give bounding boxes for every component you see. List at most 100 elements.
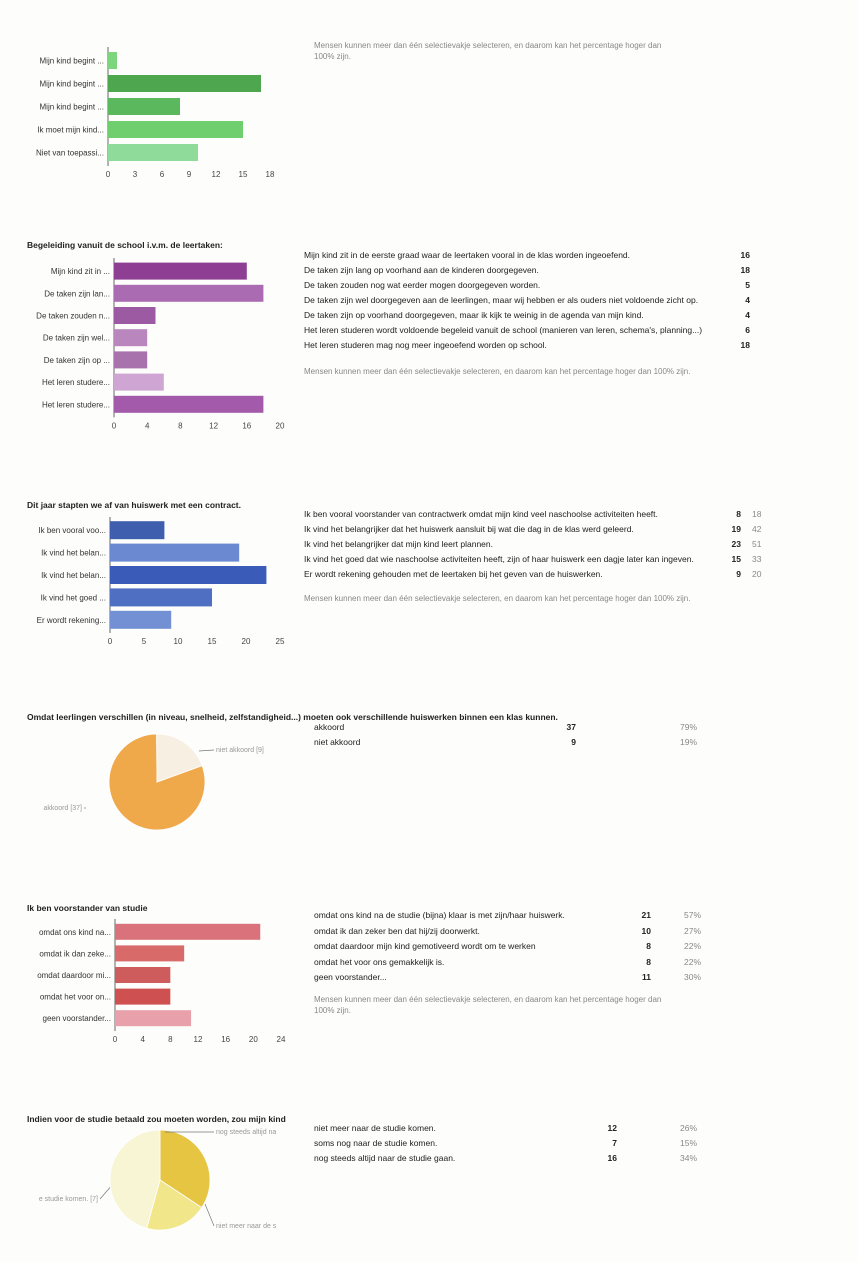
bar[interactable] (108, 98, 180, 115)
pie-slice[interactable] (146, 1179, 203, 1231)
response-label: Ik vind het belangrijker dat het huiswer… (304, 524, 634, 534)
response-label: omdat daardoor mijn kind gemotiveerd wor… (314, 941, 536, 951)
pie-chart-6: niet meer naar de s e studie komen. [7] no… (39, 1129, 277, 1231)
response-percentage: 22% (684, 941, 702, 951)
bar[interactable] (114, 329, 148, 347)
pie-slice[interactable] (156, 733, 203, 783)
x-tick-label: 4 (140, 1035, 145, 1044)
response-percentage: 20 (752, 569, 762, 579)
bar[interactable] (115, 967, 171, 983)
x-tick-label: 18 (266, 170, 275, 179)
response-count: 5 (745, 280, 750, 290)
bar[interactable] (114, 307, 156, 324)
response-label: Het leren studeren wordt voldoende begel… (304, 325, 703, 335)
response-count: 21 (641, 910, 651, 920)
response-count: 16 (607, 1153, 617, 1163)
response-label: akkoord (314, 722, 345, 732)
response-label: geen voorstander... (314, 972, 387, 982)
x-tick-label: 10 (174, 637, 183, 646)
category-label: Het leren studere... (42, 378, 110, 387)
category-label: Ik ben vooral voo... (38, 526, 106, 535)
response-percentage: 34% (680, 1153, 698, 1163)
bar[interactable] (110, 543, 240, 562)
category-label: omdat het voor on... (40, 993, 111, 1002)
slice-callout-label: niet akkoord [9] (216, 747, 264, 754)
response-label: Mijn kind zit in de eerste graad waar de… (304, 250, 631, 260)
x-tick-label: 16 (242, 421, 251, 430)
bar[interactable] (110, 521, 165, 540)
chart-section-3: Dit jaar stapten we af van huiswerk met … (0, 495, 858, 655)
bar[interactable] (114, 351, 148, 369)
x-tick-label: 0 (113, 1035, 118, 1044)
pie-slice[interactable] (108, 733, 206, 831)
x-tick-label: 6 (160, 170, 165, 179)
response-percentage: 33 (752, 554, 762, 564)
pie-slice[interactable] (109, 1129, 161, 1229)
chart-2-note: Mensen kunnen meer dan één selectievakje… (304, 367, 691, 376)
bar[interactable] (110, 610, 172, 629)
response-count: 8 (736, 509, 741, 519)
response-percentage: 42 (752, 524, 762, 534)
response-label: Ik vind het goed dat wie naschoolse acti… (304, 554, 694, 564)
chart-section-6: Indien voor de studie betaald zou moeten… (0, 1108, 858, 1238)
x-tick-label: 20 (249, 1035, 258, 1044)
response-count: 10 (641, 925, 651, 936)
response-label: Ik vind het belangrijker dat mijn kind l… (304, 539, 493, 549)
response-count: 18 (740, 340, 750, 350)
category-label: omdat ik dan zeke... (39, 949, 111, 958)
slice-callout-label: akkoord [37] (43, 805, 82, 812)
response-label: nog steeds altijd naar de studie gaan. (314, 1153, 456, 1163)
bar[interactable] (114, 395, 264, 413)
chart-section-4: Omdat leerlingen verschillen (in niveau,… (0, 708, 858, 838)
chart-3-response-table: Ik ben vooral voorstander van contractwe… (304, 509, 804, 589)
chart-4-title: Omdat leerlingen verschillen (in niveau,… (27, 712, 558, 722)
bar[interactable] (108, 121, 243, 138)
x-tick-label: 12 (194, 1035, 203, 1044)
category-label: Ik vind het belan... (41, 571, 106, 580)
callout-line (198, 749, 215, 752)
response-count: 6 (745, 325, 750, 335)
x-tick-label: 8 (168, 1035, 173, 1044)
x-tick-label: 20 (276, 421, 285, 430)
slice-callout-label: e studie komen. [7] (39, 1196, 98, 1203)
bar[interactable] (114, 373, 164, 391)
category-label: De taken zijn op ... (44, 356, 110, 365)
response-label: Ik ben vooral voorstander van contractwe… (304, 509, 658, 519)
bar[interactable] (114, 262, 247, 280)
bar[interactable] (108, 75, 261, 92)
x-tick-label: 3 (133, 170, 138, 179)
chart-3-note: Mensen kunnen meer dan één selectievakje… (304, 594, 691, 603)
bar[interactable] (114, 284, 264, 302)
chart-section-2: Begeleiding vanuit de school i.v.m. de l… (0, 230, 858, 440)
response-label: De taken zijn op voorhand doorgegeven, m… (304, 310, 644, 320)
bar[interactable] (115, 945, 185, 962)
bar[interactable] (115, 923, 261, 940)
chart-6-response-table: niet meer naar de studie komen. 12 26% soms… (314, 1123, 714, 1173)
x-tick-label: 15 (208, 637, 217, 646)
response-label: omdat het voor ons gemakkelijk is. (314, 956, 445, 967)
bar[interactable] (110, 566, 267, 584)
bar-chart-5: omdat ons kind na... omdat ik dan zeke...… (37, 919, 286, 1044)
response-label: Het leren studeren mag nog meer ingeoefe… (304, 340, 547, 350)
bar[interactable] (108, 52, 117, 69)
chart-5-note: Mensen kunnen meer dan één selectievakje… (314, 995, 662, 1015)
x-tick-label: 9 (187, 170, 192, 179)
category-label: De taken zijn wel... (43, 334, 110, 343)
response-count: 7 (612, 1138, 617, 1148)
bar[interactable] (115, 1010, 192, 1027)
response-label: De taken zijn lang op voorhand aan de ki… (304, 265, 539, 275)
bar[interactable] (115, 988, 171, 1005)
response-count: 4 (745, 295, 750, 305)
x-tick-label: 0 (106, 170, 111, 179)
bar[interactable] (110, 588, 212, 607)
chart-6-title: Indien voor de studie betaald zou moeten… (27, 1114, 286, 1124)
bar-chart-2: Mijn kind zit in ... De taken zijn lan...… (36, 258, 285, 430)
chart-5-response-table: omdat ons kind na de studie (bijna) klaa… (314, 910, 714, 990)
x-tick-label: 4 (145, 421, 150, 430)
x-tick-label: 8 (178, 421, 183, 430)
response-label: omdat ons kind na de studie (bijna) klaa… (314, 910, 565, 920)
response-percentage: 15% (680, 1138, 698, 1148)
bar[interactable] (108, 144, 198, 161)
category-label: Mijn kind begint ... (40, 57, 104, 66)
chart-4-response-table: akkoord 37 79% niet akkoord 9 19% (314, 722, 714, 752)
